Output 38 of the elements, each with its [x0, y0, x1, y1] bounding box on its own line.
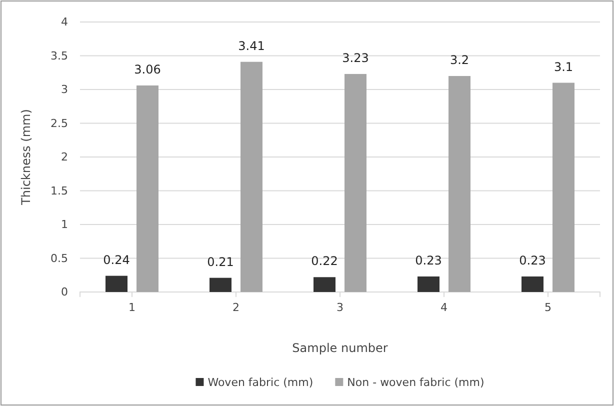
data-label: 3.41 — [238, 38, 265, 53]
data-label: 0.21 — [207, 254, 234, 269]
bar — [448, 76, 470, 292]
data-label: 3.06 — [134, 62, 161, 76]
y-tick-label: 0 — [61, 286, 68, 299]
data-label: 3.23 — [342, 50, 369, 65]
bar — [240, 62, 262, 292]
bar — [552, 82, 574, 292]
y-tick-label: 3.5 — [50, 49, 68, 62]
y-tick-label: 1.5 — [50, 184, 68, 198]
data-label: 3.1 — [554, 60, 574, 74]
legend-label: Woven fabric (mm) — [208, 376, 314, 389]
data-label: 0.23 — [415, 253, 442, 268]
x-tick-label: 2 — [232, 300, 240, 314]
y-tick-label: 3 — [61, 83, 68, 96]
x-tick-label: 4 — [440, 300, 448, 314]
bar — [344, 74, 366, 292]
x-tick-label: 3 — [336, 300, 344, 314]
data-label: 0.22 — [311, 254, 338, 268]
x-tick-label: 1 — [128, 300, 136, 314]
y-tick-label: 2.5 — [50, 116, 68, 130]
y-tick-label: 4 — [61, 16, 68, 29]
y-tick-label: 0.5 — [50, 252, 68, 265]
bar — [210, 278, 232, 292]
y-axis-title: Thickness (mm) — [19, 109, 33, 206]
y-tick-label: 2 — [61, 150, 68, 164]
data-label: 0.23 — [519, 253, 546, 268]
x-tick-label: 5 — [544, 300, 552, 314]
y-tick-label: 1 — [61, 218, 68, 232]
bar — [522, 276, 544, 292]
bar — [314, 277, 336, 292]
legend-label: Non - woven fabric (mm) — [347, 376, 484, 389]
x-axis-title: Sample number — [292, 341, 388, 355]
data-label: 3.2 — [450, 53, 470, 67]
bar — [106, 276, 128, 292]
bar — [136, 85, 158, 292]
bar — [418, 276, 440, 292]
data-label: 0.24 — [103, 252, 130, 267]
